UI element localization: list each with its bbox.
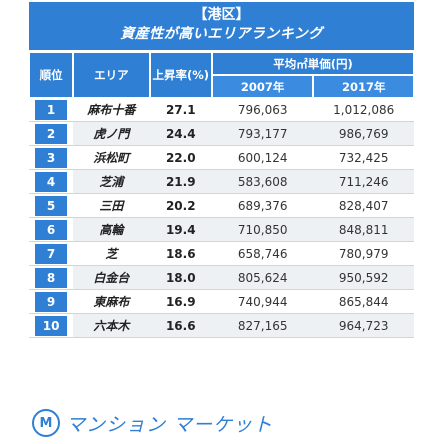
header-rank: 順位	[29, 52, 74, 98]
header-2017: 2017年	[313, 75, 414, 98]
area-name: 浜松町	[73, 146, 150, 170]
price-2007: 658,746	[211, 242, 314, 266]
area-name: 白金台	[73, 266, 150, 290]
price-2007: 710,850	[211, 218, 314, 242]
header-rate: 上昇率(%)	[149, 52, 212, 98]
logo-mark-icon: M	[32, 409, 60, 437]
rise-rate: 18.6	[149, 242, 212, 266]
price-2007: 796,063	[211, 98, 314, 122]
table-row: 1 麻布十番 27.1 796,063 1,012,086	[29, 98, 414, 122]
rank-badge: 9	[35, 291, 68, 312]
table-row: 7 芝 18.6 658,746 780,979	[29, 242, 414, 266]
rise-rate: 27.1	[149, 98, 212, 122]
price-2017: 732,425	[313, 146, 414, 170]
rise-rate: 18.0	[149, 266, 212, 290]
rise-rate: 19.4	[149, 218, 212, 242]
rise-rate: 16.6	[149, 314, 212, 338]
price-2007: 583,608	[211, 170, 314, 194]
rank-badge: 6	[35, 219, 68, 240]
price-2017: 950,592	[313, 266, 414, 290]
price-2007: 793,177	[211, 122, 314, 146]
rise-rate: 21.9	[149, 170, 212, 194]
ranking-table: 順位 エリア 上昇率(%) 平均㎡単価(円) 2007年 2017年 1 麻布十…	[29, 52, 414, 338]
area-name: 虎ノ門	[73, 122, 150, 146]
area-name: 芝浦	[73, 170, 150, 194]
price-2017: 986,769	[313, 122, 414, 146]
rise-rate: 22.0	[149, 146, 212, 170]
price-2007: 805,624	[211, 266, 314, 290]
price-2007: 689,376	[211, 194, 314, 218]
logo-text: マンション マーケット	[66, 413, 274, 436]
rise-rate: 16.9	[149, 290, 212, 314]
area-name: 六本木	[73, 314, 150, 338]
area-name: 高輪	[73, 218, 150, 242]
price-2017: 711,246	[313, 170, 414, 194]
rank-badge: 7	[35, 243, 68, 264]
title-banner: 【港区】 資産性が高いエリアランキング	[29, 2, 414, 50]
area-name: 麻布十番	[73, 98, 150, 122]
price-2017: 865,844	[313, 290, 414, 314]
price-2007: 827,165	[211, 314, 314, 338]
rise-rate: 20.2	[149, 194, 212, 218]
price-2017: 780,979	[313, 242, 414, 266]
table-row: 10 六本木 16.6 827,165 964,723	[29, 314, 414, 338]
price-2017: 1,012,086	[313, 98, 414, 122]
area-name: 芝	[73, 242, 150, 266]
header-area: エリア	[73, 52, 150, 98]
rank-badge: 3	[35, 147, 68, 168]
rise-rate: 24.4	[149, 122, 212, 146]
table-row: 9 東麻布 16.9 740,944 865,844	[29, 290, 414, 314]
banner-title: 資産性が高いエリアランキング	[120, 26, 323, 42]
price-2017: 828,407	[313, 194, 414, 218]
price-2017: 964,723	[313, 314, 414, 338]
banner-region: 【港区】	[193, 7, 250, 23]
area-name: 東麻布	[73, 290, 150, 314]
table-row: 2 虎ノ門 24.4 793,177 986,769	[29, 122, 414, 146]
header-2007: 2007年	[211, 75, 314, 98]
table-row: 6 高輪 19.4 710,850 848,811	[29, 218, 414, 242]
price-2007: 740,944	[211, 290, 314, 314]
rank-badge: 5	[35, 195, 68, 216]
table-row: 5 三田 20.2 689,376 828,407	[29, 194, 414, 218]
brand-logo: M マンション マーケット	[32, 407, 273, 439]
table-row: 4 芝浦 21.9 583,608 711,246	[29, 170, 414, 194]
rank-badge: 8	[35, 267, 68, 288]
rank-badge: 2	[35, 123, 68, 144]
table-row: 3 浜松町 22.0 600,124 732,425	[29, 146, 414, 170]
header-price-group: 平均㎡単価(円)	[211, 52, 414, 75]
table-row: 8 白金台 18.0 805,624 950,592	[29, 266, 414, 290]
price-2007: 600,124	[211, 146, 314, 170]
rank-badge: 1	[35, 99, 68, 120]
price-2017: 848,811	[313, 218, 414, 242]
rank-badge: 10	[35, 315, 68, 336]
rank-badge: 4	[35, 171, 68, 192]
area-name: 三田	[73, 194, 150, 218]
